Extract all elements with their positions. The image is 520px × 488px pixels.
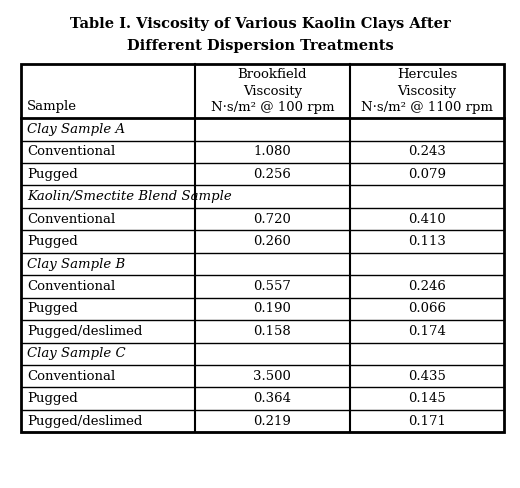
- Text: 0.364: 0.364: [253, 392, 291, 405]
- Text: 0.260: 0.260: [253, 235, 291, 248]
- Text: 0.410: 0.410: [408, 213, 446, 225]
- Text: Kaolin/Smectite Blend Sample: Kaolin/Smectite Blend Sample: [27, 190, 232, 203]
- Text: 0.113: 0.113: [408, 235, 446, 248]
- Text: Pugged: Pugged: [27, 168, 78, 181]
- Text: Hercules
Viscosity
N·s/m² @ 1100 rpm: Hercules Viscosity N·s/m² @ 1100 rpm: [361, 68, 493, 114]
- Text: 0.219: 0.219: [253, 415, 291, 427]
- Text: 0.171: 0.171: [408, 415, 446, 427]
- Text: Different Dispersion Treatments: Different Dispersion Treatments: [127, 39, 393, 53]
- Text: 1.080: 1.080: [253, 145, 291, 158]
- Text: Table I. Viscosity of Various Kaolin Clays After: Table I. Viscosity of Various Kaolin Cla…: [70, 17, 450, 31]
- Text: Sample: Sample: [27, 100, 77, 113]
- Text: 0.557: 0.557: [253, 280, 291, 293]
- Text: Brookfield
Viscosity
N·s/m² @ 100 rpm: Brookfield Viscosity N·s/m² @ 100 rpm: [211, 68, 334, 114]
- Text: 0.079: 0.079: [408, 168, 446, 181]
- Text: Conventional: Conventional: [27, 280, 115, 293]
- Text: Conventional: Conventional: [27, 213, 115, 225]
- Text: Pugged/deslimed: Pugged/deslimed: [27, 325, 142, 338]
- Text: Conventional: Conventional: [27, 370, 115, 383]
- Text: Pugged: Pugged: [27, 235, 78, 248]
- Text: 0.720: 0.720: [253, 213, 291, 225]
- Text: Clay Sample C: Clay Sample C: [27, 347, 126, 360]
- Text: Conventional: Conventional: [27, 145, 115, 158]
- Text: 0.246: 0.246: [408, 280, 446, 293]
- Text: 0.174: 0.174: [408, 325, 446, 338]
- Text: 0.158: 0.158: [253, 325, 291, 338]
- Text: Clay Sample A: Clay Sample A: [27, 123, 125, 136]
- Text: Pugged: Pugged: [27, 303, 78, 315]
- Text: 0.256: 0.256: [253, 168, 291, 181]
- Text: 0.435: 0.435: [408, 370, 446, 383]
- Text: 3.500: 3.500: [253, 370, 291, 383]
- Text: Clay Sample B: Clay Sample B: [27, 258, 125, 270]
- Text: 0.066: 0.066: [408, 303, 446, 315]
- Text: Pugged/deslimed: Pugged/deslimed: [27, 415, 142, 427]
- Text: 0.190: 0.190: [253, 303, 291, 315]
- Text: 0.145: 0.145: [408, 392, 446, 405]
- Text: Pugged: Pugged: [27, 392, 78, 405]
- Text: 0.243: 0.243: [408, 145, 446, 158]
